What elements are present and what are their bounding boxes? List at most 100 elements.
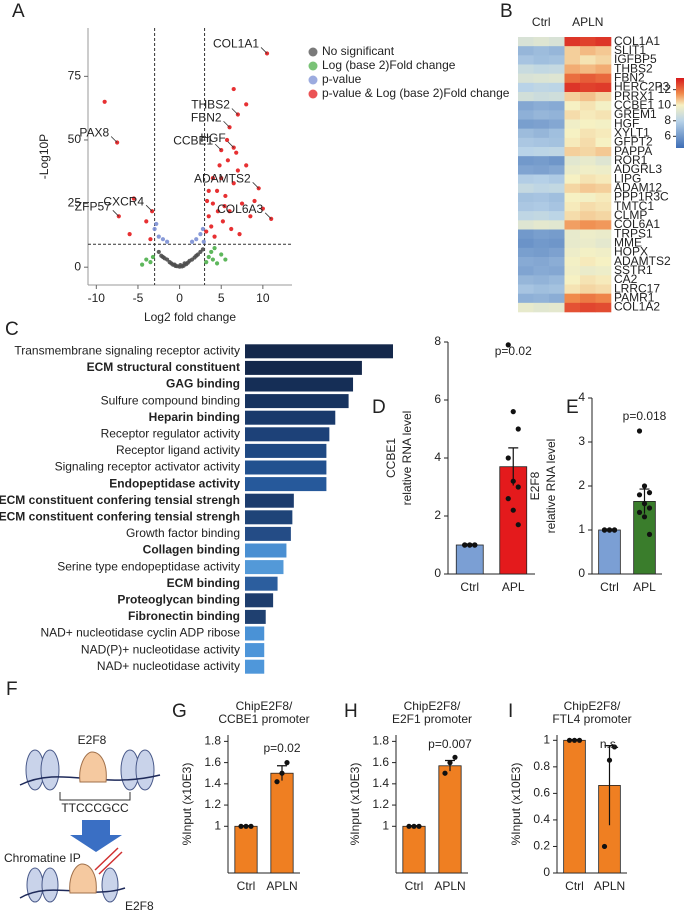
point xyxy=(204,198,210,204)
point xyxy=(172,262,177,267)
heat-cell xyxy=(533,220,550,230)
point xyxy=(102,99,107,104)
heat-cell xyxy=(518,110,534,120)
x-tick-label: 10 xyxy=(256,291,270,305)
p-value: p=0.02 xyxy=(263,741,300,755)
point xyxy=(178,263,183,268)
bar xyxy=(245,493,294,508)
heat-cell xyxy=(580,147,596,157)
heat-cell xyxy=(595,220,612,230)
heat-cell xyxy=(518,147,534,157)
y-tick-label: 1.8 xyxy=(204,734,221,748)
annotation: COL6A3 xyxy=(217,202,263,216)
heat-cell xyxy=(549,92,565,102)
annotation: CXCR4 xyxy=(103,194,144,208)
y-tick-label: 1 xyxy=(214,818,221,832)
data-point xyxy=(641,514,648,520)
point xyxy=(235,168,240,173)
heat-cell xyxy=(595,37,612,47)
bar xyxy=(245,394,349,409)
protein xyxy=(69,863,97,894)
heat-cell xyxy=(580,257,596,267)
y-tick-label: 0 xyxy=(578,566,585,580)
heat-cell xyxy=(549,46,565,56)
y-tick-label: 0.2 xyxy=(533,839,550,853)
heat-cell xyxy=(533,293,550,304)
heat-cell xyxy=(549,55,565,65)
heat-cell xyxy=(564,46,581,56)
point xyxy=(159,253,164,258)
point xyxy=(131,196,136,201)
heat-cell xyxy=(518,174,534,184)
leader-line xyxy=(112,210,120,217)
heat-cell xyxy=(533,211,550,221)
data-point xyxy=(452,754,458,760)
p-value: p=0.018 xyxy=(623,409,667,423)
data-point xyxy=(510,507,516,513)
diagram-f: F E2F8 TTCCCGCC Chromatine IP E2F8 xyxy=(4,679,161,913)
heat-cell xyxy=(533,82,550,93)
nucleosome xyxy=(26,867,44,903)
data-point xyxy=(505,496,511,502)
heat-cell xyxy=(564,174,581,184)
annotation: CCBE1 xyxy=(173,133,213,147)
category-label: Transmembrane signaling receptor activit… xyxy=(14,343,240,357)
y-axis-label: %Input (x10E3) xyxy=(180,763,194,846)
heat-cell xyxy=(595,101,612,111)
category-label: Sulfure compound binding xyxy=(101,393,240,407)
point xyxy=(237,232,242,237)
point xyxy=(189,239,195,244)
y-tick-label: 1.4 xyxy=(372,776,389,790)
p-value: p=0.007 xyxy=(428,737,472,751)
point xyxy=(201,239,206,244)
legend-label: Log (base 2)Fold change xyxy=(322,58,456,72)
data-point xyxy=(566,737,573,743)
heat-cell xyxy=(564,257,581,267)
heat-cell xyxy=(595,183,612,194)
heat-cell xyxy=(595,156,612,166)
heat-cell xyxy=(595,92,612,102)
heat-cell xyxy=(564,238,581,249)
heat-cell xyxy=(549,220,565,230)
y-tick-label: 1.4 xyxy=(204,776,221,790)
data-point xyxy=(462,542,468,548)
panel-letter: A xyxy=(12,1,25,22)
data-point xyxy=(601,527,608,533)
heat-cell xyxy=(533,46,550,56)
heat-cell xyxy=(595,46,612,56)
data-point xyxy=(636,492,643,498)
data-point xyxy=(636,428,643,434)
y-tick-label: 8 xyxy=(434,334,441,348)
category-label: Serine type endopeptidase activity xyxy=(57,559,240,573)
category-label: NAD+ nucleotidase activity xyxy=(97,659,240,673)
heat-cell xyxy=(533,174,550,184)
heat-cell xyxy=(580,128,596,139)
heat-cell xyxy=(518,284,534,294)
heat-cell xyxy=(595,247,612,258)
heat-cell xyxy=(533,302,550,313)
bar xyxy=(438,765,462,874)
heat-cell xyxy=(533,202,550,212)
heat-cell xyxy=(580,220,596,230)
point xyxy=(150,254,156,260)
panel-letter: C xyxy=(5,319,19,340)
heat-cell xyxy=(580,156,596,166)
heat-cell xyxy=(580,229,596,239)
heat-cell xyxy=(564,128,581,139)
legend-label: No significant xyxy=(322,44,395,58)
heat-cell xyxy=(549,211,565,221)
heat-cell xyxy=(595,174,612,184)
heat-cell xyxy=(518,119,534,129)
row-label: LIPG xyxy=(614,171,641,185)
y-tick-label: 1 xyxy=(578,522,585,536)
bar xyxy=(245,659,265,674)
heat-cell xyxy=(518,238,534,249)
heat-cell xyxy=(549,128,565,139)
heat-cell xyxy=(564,101,581,111)
row-label: HOPX xyxy=(614,245,648,259)
heat-cell xyxy=(595,82,612,93)
heat-cell xyxy=(549,37,565,47)
heat-cell xyxy=(564,302,581,313)
category-label: Collagen binding xyxy=(143,543,240,557)
heat-cell xyxy=(549,110,565,120)
